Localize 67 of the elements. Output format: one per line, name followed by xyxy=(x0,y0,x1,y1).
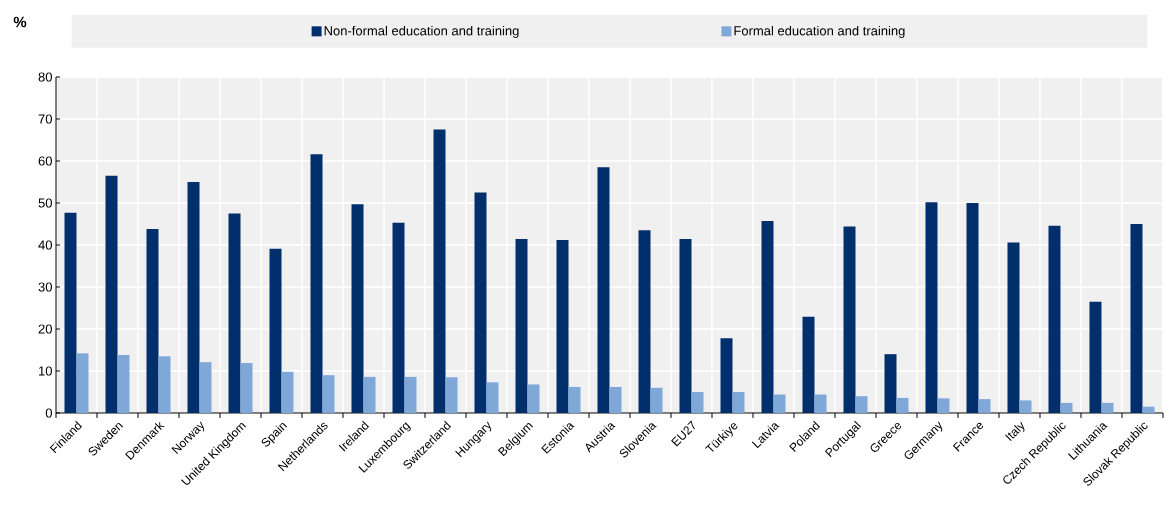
bar xyxy=(1142,406,1155,413)
bar xyxy=(691,391,704,413)
bar xyxy=(843,226,856,413)
bar xyxy=(1089,301,1102,413)
bar xyxy=(925,202,938,413)
y-tick-label: 20 xyxy=(38,324,52,334)
bar xyxy=(761,221,774,413)
y-axis-title: % xyxy=(13,16,27,28)
y-tick-label: 10 xyxy=(39,366,52,376)
y-tick-label: 80 xyxy=(38,72,52,82)
bar xyxy=(1007,242,1020,413)
bar xyxy=(146,229,159,413)
bar xyxy=(732,391,745,413)
y-tick-label: 0 xyxy=(45,408,52,418)
y-tick-label: 60 xyxy=(38,156,52,166)
bar xyxy=(597,167,610,413)
bar xyxy=(351,204,364,413)
legend-label: Non-formal education and training xyxy=(324,25,519,39)
bar xyxy=(117,355,130,413)
bar xyxy=(404,376,417,413)
bar xyxy=(363,376,376,413)
bar xyxy=(527,384,540,413)
bar xyxy=(1101,402,1114,413)
bar xyxy=(884,354,897,413)
bar xyxy=(966,202,979,413)
bar xyxy=(281,371,294,413)
bar xyxy=(322,375,335,413)
bar xyxy=(1060,402,1073,413)
bar xyxy=(609,386,622,413)
legend-label: Formal education and training xyxy=(734,25,905,39)
bar xyxy=(158,356,171,413)
bar xyxy=(310,154,323,413)
y-tick-label: 50 xyxy=(38,198,52,208)
bar xyxy=(1048,225,1061,413)
bar xyxy=(515,239,528,413)
bar xyxy=(978,399,991,413)
bar xyxy=(679,239,692,413)
y-tick-label: 40 xyxy=(38,240,52,250)
bar xyxy=(855,396,868,413)
bar xyxy=(187,181,200,413)
y-tick-label: 70 xyxy=(38,114,52,124)
bar xyxy=(802,316,815,413)
bar xyxy=(720,338,733,413)
bar xyxy=(64,212,77,413)
bar xyxy=(556,239,569,413)
bar xyxy=(1130,223,1143,413)
bar xyxy=(433,129,446,413)
bar xyxy=(568,386,581,413)
bar xyxy=(1019,400,1032,413)
bar xyxy=(76,353,89,413)
bar xyxy=(392,222,405,413)
bar xyxy=(228,213,241,413)
bar xyxy=(240,363,253,413)
bar xyxy=(650,387,663,413)
bar xyxy=(486,382,499,413)
bar xyxy=(937,398,950,413)
bar xyxy=(445,377,458,413)
bar xyxy=(638,230,651,413)
bar xyxy=(814,394,827,413)
bar xyxy=(474,192,487,413)
x-tick-label: Italy xyxy=(1005,421,1025,442)
bar xyxy=(199,362,212,413)
y-tick-label: 30 xyxy=(38,282,52,292)
bar xyxy=(105,175,118,413)
bar xyxy=(896,397,909,413)
bar xyxy=(773,394,786,413)
bar xyxy=(269,248,282,413)
